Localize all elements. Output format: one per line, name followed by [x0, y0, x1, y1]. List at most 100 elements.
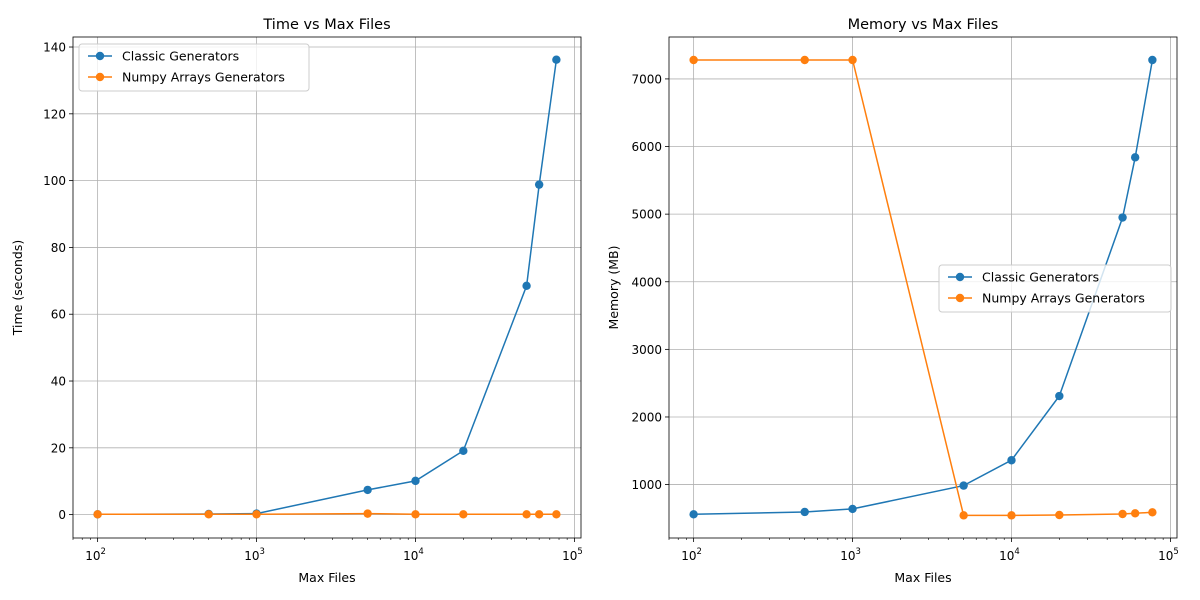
chart-title: Memory vs Max Files	[848, 17, 999, 33]
data-point	[204, 510, 213, 519]
data-point	[363, 509, 372, 518]
plot-frame	[668, 36, 1178, 539]
data-point	[363, 485, 372, 495]
x-tick-base: 10	[840, 549, 855, 563]
legend-marker	[95, 51, 105, 61]
y-tick-label: 140	[43, 41, 66, 55]
y-tick-label: 6000	[631, 140, 662, 154]
data-point	[959, 481, 968, 490]
data-point	[552, 510, 561, 519]
y-tick-label: 1000	[631, 478, 662, 492]
x-tick-exponent: 4	[1014, 547, 1019, 557]
data-point	[1148, 508, 1157, 517]
data-point	[1130, 509, 1140, 518]
x-axis-label: Max Files	[298, 570, 355, 585]
data-point	[459, 510, 468, 519]
x-axis-label: Max Files	[894, 570, 951, 585]
x-tick-exponent: 3	[259, 547, 264, 557]
y-tick-label: 3000	[631, 343, 662, 357]
data-point	[93, 510, 102, 519]
y-tick-label: 4000	[631, 275, 662, 289]
y-tick-label: 60	[51, 308, 66, 322]
data-point	[459, 446, 468, 456]
x-tick-label: 104	[999, 547, 1020, 563]
data-point	[848, 55, 857, 65]
chart-title: Time vs Max Files	[262, 17, 390, 33]
legend: Classic Generators Numpy Arrays Generator…	[78, 43, 310, 92]
data-point	[1130, 153, 1140, 162]
data-point	[534, 510, 544, 519]
y-axis-label: Memory (MB)	[606, 246, 621, 330]
x-tick-exponent: 5	[1173, 547, 1178, 557]
data-point	[411, 510, 420, 519]
data-point	[1118, 213, 1127, 222]
data-point	[1055, 510, 1064, 520]
data-point	[552, 55, 561, 64]
plot-frame	[72, 36, 582, 539]
y-tick-label: 5000	[631, 208, 662, 222]
y-tick-label: 0	[58, 508, 66, 522]
x-tick-exponent: 2	[697, 547, 702, 557]
series-numpy-arrays-generators	[93, 509, 561, 519]
legend-marker	[95, 72, 105, 82]
data-point	[252, 510, 261, 519]
x-tick-base: 10	[403, 549, 418, 563]
y-tick-label: 80	[51, 241, 66, 255]
y-tick-label: 100	[43, 174, 66, 188]
data-point	[689, 510, 698, 519]
data-point	[1007, 511, 1016, 520]
legend-marker	[955, 293, 965, 303]
y-tick-label: 40	[51, 375, 66, 389]
x-tick-base: 10	[1158, 549, 1173, 563]
legend-label: Numpy Arrays Generators	[122, 70, 285, 85]
x-tick-exponent: 5	[577, 547, 582, 557]
x-tick-label: 102	[85, 547, 106, 563]
data-point	[848, 504, 857, 514]
x-tick-label: 105	[562, 547, 583, 563]
y-tick-label: 20	[51, 441, 66, 455]
data-point	[522, 510, 531, 519]
data-point	[800, 507, 809, 517]
data-point	[959, 511, 968, 520]
x-tick-exponent: 3	[855, 547, 860, 557]
series-classic-generators	[689, 55, 1157, 519]
y-axis-label: Time (seconds)	[10, 240, 25, 336]
y-tick-label: 7000	[631, 72, 662, 86]
data-point	[1007, 456, 1016, 465]
x-tick-label: 103	[244, 547, 265, 563]
legend-label: Classic Generators	[982, 270, 1099, 285]
chart-memory-vs-max-files: Memory vs Max Files Max Files Memory (MB…	[606, 17, 1179, 585]
data-point	[689, 55, 698, 65]
x-tick-base: 10	[681, 549, 696, 563]
x-tick-base: 10	[244, 549, 259, 563]
x-tick-label: 105	[1158, 547, 1179, 563]
legend-label: Numpy Arrays Generators	[982, 291, 1145, 306]
x-tick-base: 10	[85, 549, 100, 563]
x-tick-exponent: 4	[418, 547, 423, 557]
data-point	[411, 476, 420, 486]
x-tick-label: 102	[681, 547, 702, 563]
data-point	[1055, 391, 1064, 401]
x-tick-base: 10	[562, 549, 577, 563]
y-tick-label: 2000	[631, 410, 662, 424]
legend-label: Classic Generators	[122, 49, 239, 64]
legend: Classic Generators Numpy Arrays Generator…	[938, 264, 1172, 313]
series-line	[97, 512, 557, 516]
x-tick-label: 103	[840, 547, 861, 563]
x-tick-exponent: 2	[101, 547, 106, 557]
legend-marker	[955, 272, 965, 282]
data-point	[800, 55, 809, 65]
data-point	[534, 180, 544, 189]
series-line	[97, 59, 558, 516]
chart-time-vs-max-files: Time vs Max Files Max Files Time (second…	[10, 17, 583, 585]
x-tick-base: 10	[999, 549, 1014, 563]
legend-box	[78, 43, 310, 92]
y-tick-label: 120	[43, 107, 66, 121]
data-point	[522, 281, 531, 291]
grid	[669, 37, 1177, 538]
legend-box	[938, 264, 1172, 313]
data-point	[1148, 55, 1157, 65]
